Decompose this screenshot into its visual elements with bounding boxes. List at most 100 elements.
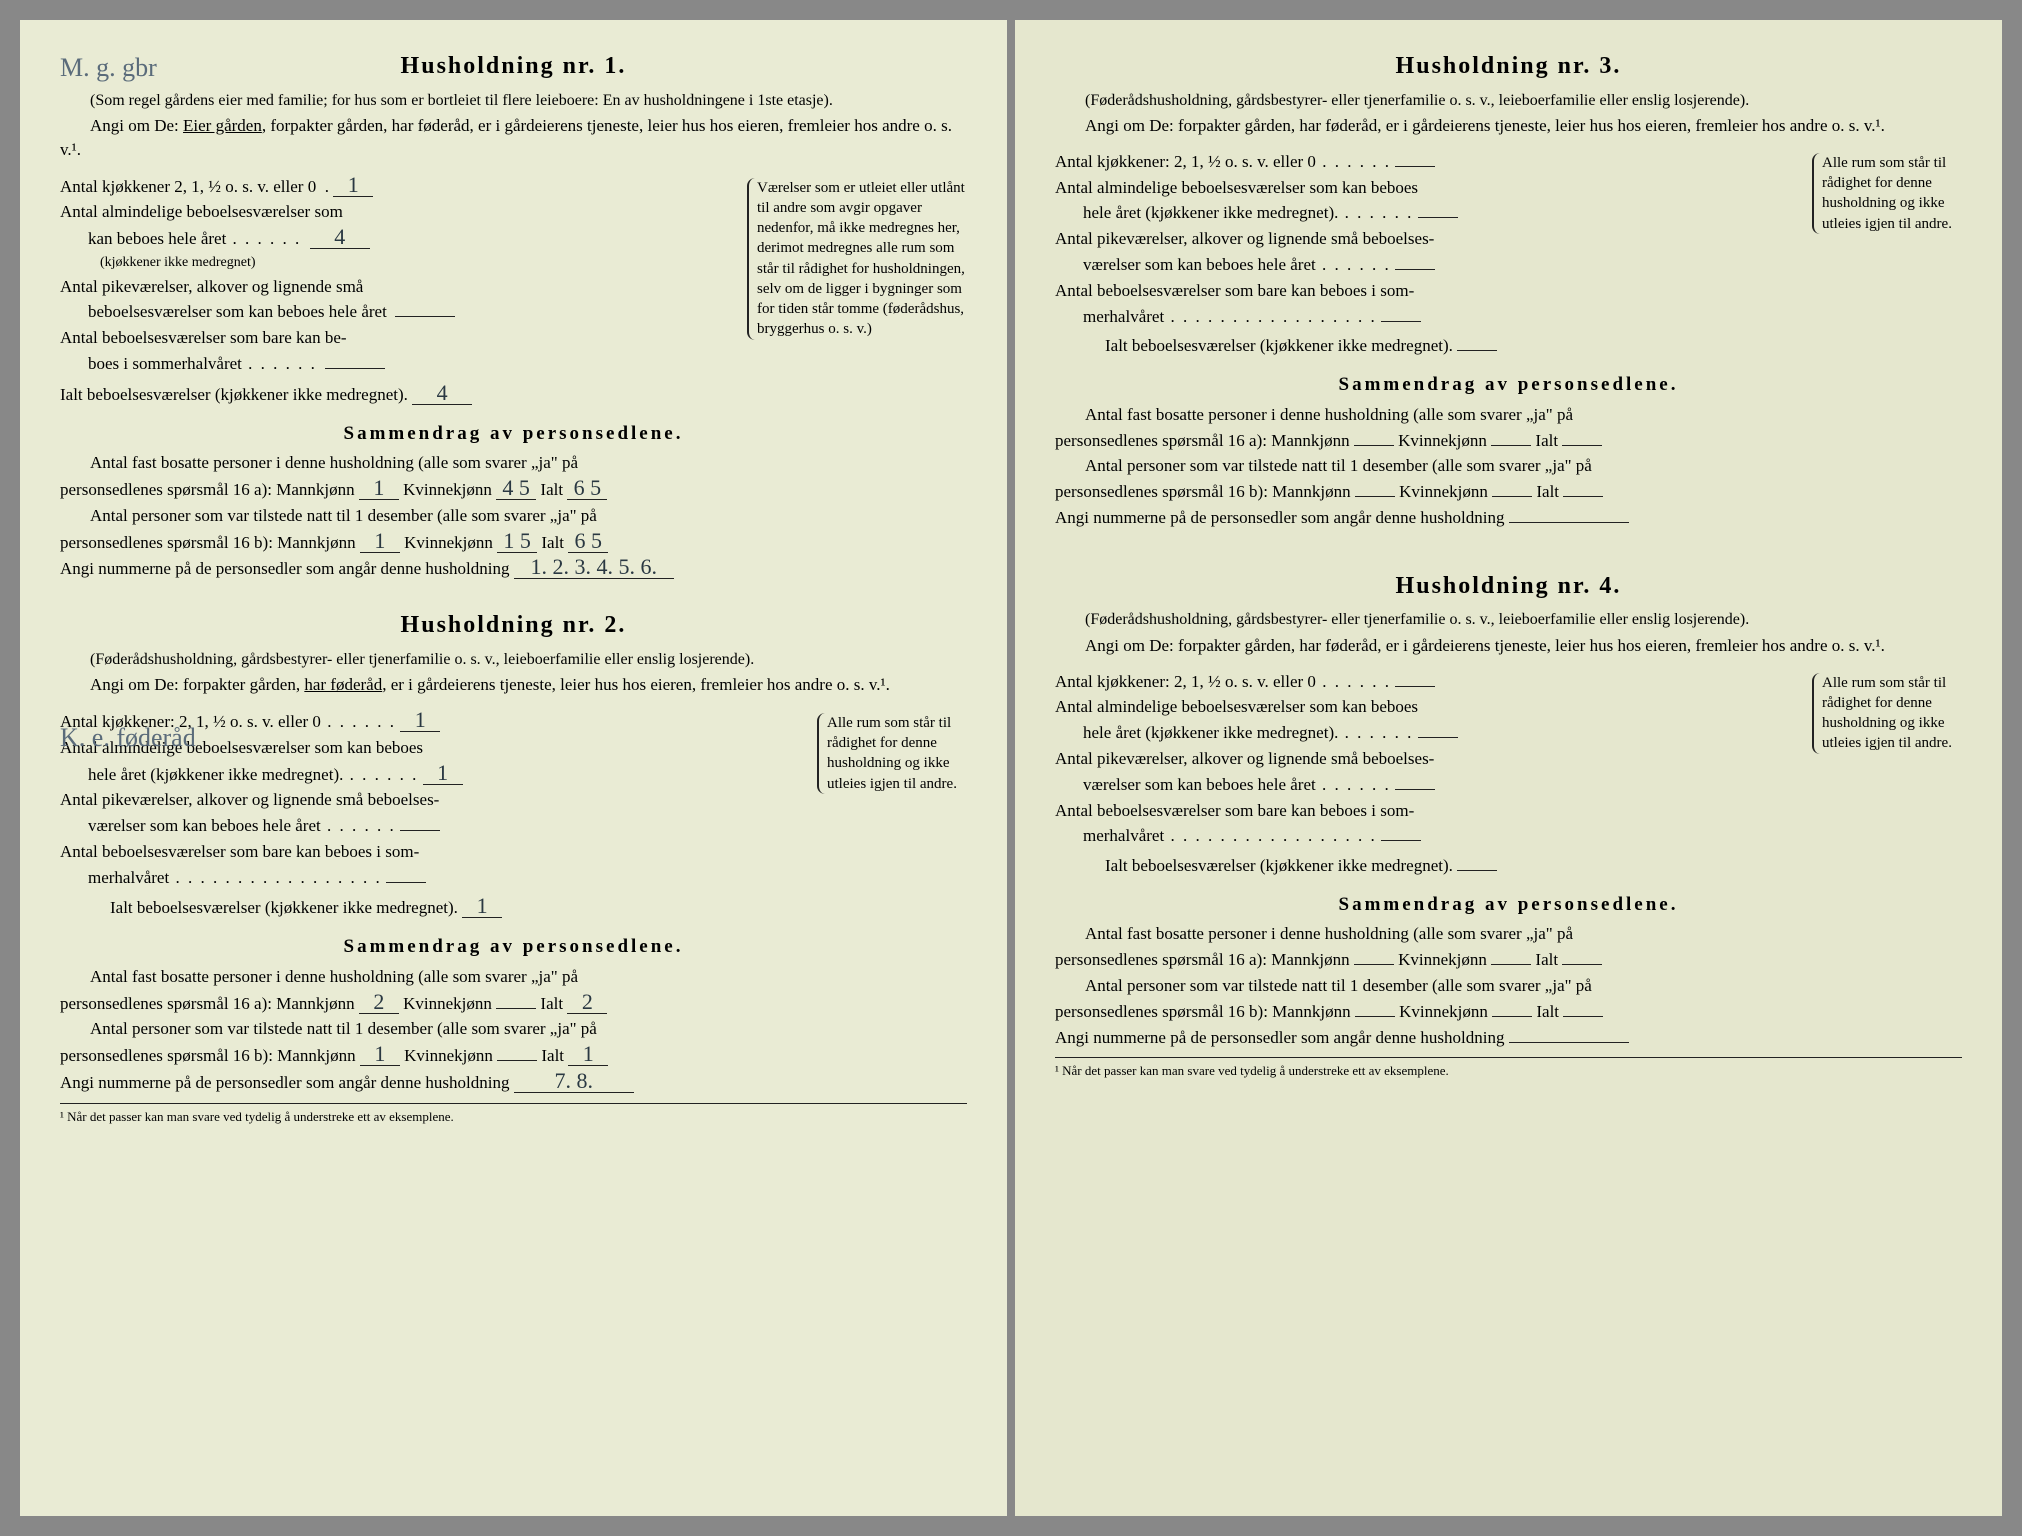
hh2-nummer: Angi nummerne på de personsedler som ang… bbox=[60, 1070, 967, 1095]
hh1-title: Husholdning nr. 1. bbox=[60, 50, 967, 84]
handwriting-2: K. e. føderåd bbox=[60, 720, 196, 756]
hh2-footnote: ¹ Når det passer kan man svare ved tydel… bbox=[60, 1103, 967, 1126]
hh2-fast-a: Antal fast bosatte personer i denne hush… bbox=[60, 965, 967, 989]
hh2-maid-b: værelser som kan beboes hele året bbox=[60, 814, 813, 838]
hh4-nummer-label: Angi nummerne på de personsedler som ang… bbox=[1055, 1028, 1504, 1047]
hh2-tilstede-a: Antal personer som var tilstede natt til… bbox=[60, 1017, 967, 1041]
hh3-ialt-label2: Ialt bbox=[1536, 482, 1559, 501]
hh2-fast-b: personsedlenes spørsmål 16 a): Mannkjønn… bbox=[60, 991, 967, 1016]
hh1-summer-b-label: boes i sommerhalvåret bbox=[88, 354, 242, 373]
hh1-summer-val bbox=[325, 368, 385, 369]
hh1-summer-b: boes i sommerhalvåret bbox=[60, 352, 743, 376]
hh4-nummer: Angi nummerne på de personsedler som ang… bbox=[1055, 1026, 1962, 1050]
hh4-sammen-head: Sammendrag av personsedlene. bbox=[1055, 892, 1962, 919]
hh4-fast-a: Antal fast bosatte personer i denne hush… bbox=[1055, 922, 1962, 946]
hh4-kv-val bbox=[1491, 964, 1531, 965]
hh4-kitchens-val bbox=[1395, 686, 1435, 687]
hh2-nummer-label: Angi nummerne på de personsedler som ang… bbox=[60, 1073, 509, 1092]
hh3-kv2-val bbox=[1492, 496, 1532, 497]
hh3-sammen-head: Sammendrag av personsedlene. bbox=[1055, 372, 1962, 399]
hh3-summer-a: Antal beboelsesværelser som bare kan beb… bbox=[1055, 279, 1808, 303]
hh4-total-label: Ialt beboelsesværelser (kjøkkener ikke m… bbox=[1105, 856, 1453, 875]
hh2-title: Husholdning nr. 2. bbox=[60, 609, 967, 643]
hh3-rooms-b-label: hele året (kjøkkener ikke medregnet). bbox=[1083, 203, 1338, 222]
hh1-fast-a: Antal fast bosatte personer i denne hush… bbox=[60, 451, 967, 475]
hh1-ialt-label: Ialt bbox=[540, 480, 563, 499]
hh4-kv2-val bbox=[1492, 1016, 1532, 1017]
hh1-kv-val: 4 5 bbox=[496, 477, 536, 500]
hh3-maid-val bbox=[1395, 269, 1435, 270]
hh2-total: Ialt beboelsesværelser (kjøkkener ikke m… bbox=[60, 895, 813, 920]
hh1-nummer-val: 1. 2. 3. 4. 5. 6. bbox=[514, 556, 674, 579]
hh2-ialt-val: 2 bbox=[567, 991, 607, 1014]
hh3-fast-a: Antal fast bosatte personer i denne hush… bbox=[1055, 403, 1962, 427]
hh2-side-note: Alle rum som står til rådighet for denne… bbox=[817, 713, 967, 794]
hh3-rooms-a: Antal almindelige beboelsesværelser som … bbox=[1055, 176, 1808, 200]
hh3-maid-b-label: værelser som kan beboes hele året bbox=[1083, 255, 1316, 274]
hh1-tilstede-a: Antal personer som var tilstede natt til… bbox=[60, 504, 967, 528]
hh3-m-val bbox=[1354, 445, 1394, 446]
hh1-kv-label2: Kvinnekjønn bbox=[404, 533, 493, 552]
hh3-kv-label: Kvinnekjønn bbox=[1398, 431, 1487, 450]
hh1-angi: Angi om De: Eier gården, forpakter gårde… bbox=[60, 114, 967, 162]
hh3-kv-val bbox=[1491, 445, 1531, 446]
hh3-nummer: Angi nummerne på de personsedler som ang… bbox=[1055, 506, 1962, 530]
hh4-title: Husholdning nr. 4. bbox=[1055, 570, 1962, 604]
hh3-total-label: Ialt beboelsesværelser (kjøkkener ikke m… bbox=[1105, 336, 1453, 355]
hh3-subtitle: (Føderådshusholdning, gårdsbestyrer- ell… bbox=[1055, 90, 1962, 112]
hh1-ialt-val: 6 5 bbox=[567, 477, 607, 500]
hh2-sammen-head: Sammendrag av personsedlene. bbox=[60, 934, 967, 961]
hh3-ialt-label: Ialt bbox=[1535, 431, 1558, 450]
hh2-kv-val bbox=[496, 1008, 536, 1009]
hh1-kv2-val: 1 5 bbox=[497, 530, 537, 553]
hh3-fast-b-label: personsedlenes spørsmål 16 a): Mannkjønn bbox=[1055, 431, 1350, 450]
hh1-kitchens: Antal kjøkkener 2, 1, ½ o. s. v. eller 0… bbox=[60, 174, 743, 199]
hh2-kitchens-val: 1 bbox=[400, 709, 440, 732]
hh1-nummer-label: Angi nummerne på de personsedler som ang… bbox=[60, 559, 509, 578]
hh2-angi-pre: Angi om De: forpakter gården, bbox=[90, 675, 304, 694]
hh3-kitchens: Antal kjøkkener: 2, 1, ½ o. s. v. eller … bbox=[1055, 150, 1808, 174]
hh1-subtitle: (Som regel gårdens eier med familie; for… bbox=[60, 90, 967, 112]
hh4-side-note: Alle rum som står til rådighet for denne… bbox=[1812, 673, 1962, 754]
hh4-kv-label2: Kvinnekjønn bbox=[1399, 1002, 1488, 1021]
section-hh2: Husholdning nr. 2. (Føderådshusholdning,… bbox=[60, 609, 967, 1126]
hh1-summer-a: Antal beboelsesværelser som bare kan be- bbox=[60, 326, 743, 350]
hh1-maid-b-label: beboelsesværelser som kan beboes hele år… bbox=[88, 302, 387, 321]
hh4-summer-b-label: merhalvåret bbox=[1083, 826, 1164, 845]
hh3-title: Husholdning nr. 3. bbox=[1055, 50, 1962, 84]
hh1-m-val: 1 bbox=[359, 477, 399, 500]
hh2-maid-a: Antal pikeværelser, alkover og lignende … bbox=[60, 788, 813, 812]
hh4-rooms-b-label: hele året (kjøkkener ikke medregnet). bbox=[1083, 723, 1338, 742]
hh4-summer-val bbox=[1381, 840, 1421, 841]
hh2-angi: Angi om De: forpakter gården, har føderå… bbox=[60, 673, 967, 697]
hh1-fast-b: personsedlenes spørsmål 16 a): Mannkjønn… bbox=[60, 477, 967, 502]
hh2-maid-b-label: værelser som kan beboes hele året bbox=[88, 816, 321, 835]
hh4-tilstede-b-label: personsedlenes spørsmål 16 b): Mannkjønn bbox=[1055, 1002, 1351, 1021]
hh4-total-val bbox=[1457, 870, 1497, 871]
hh1-rooms-c: (kjøkkener ikke medregnet) bbox=[60, 253, 743, 273]
hh1-angi-pre: Angi om De: bbox=[90, 116, 183, 135]
hh1-nummer: Angi nummerne på de personsedler som ang… bbox=[60, 556, 967, 581]
hh3-rooms-b: hele året (kjøkkener ikke medregnet). bbox=[1055, 201, 1808, 225]
hh2-kv-label: Kvinnekjønn bbox=[403, 994, 492, 1013]
hh4-rooms-a: Antal almindelige beboelsesværelser som … bbox=[1055, 695, 1808, 719]
hh4-fast-b-label: personsedlenes spørsmål 16 a): Mannkjønn bbox=[1055, 950, 1350, 969]
hh3-tilstede-b: personsedlenes spørsmål 16 b): Mannkjønn… bbox=[1055, 480, 1962, 504]
hh4-kitchens-label: Antal kjøkkener: 2, 1, ½ o. s. v. eller … bbox=[1055, 672, 1316, 691]
hh2-summer-val bbox=[386, 882, 426, 883]
hh2-ialt2-val: 1 bbox=[568, 1043, 608, 1066]
hh1-rooms-a: Antal almindelige beboelsesværelser som bbox=[60, 200, 743, 224]
hh3-kitchens-val bbox=[1395, 166, 1435, 167]
hh2-summer-a: Antal beboelsesværelser som bare kan beb… bbox=[60, 840, 813, 864]
hh4-summer-b: merhalvåret bbox=[1055, 824, 1808, 848]
hh3-rooms-val bbox=[1418, 217, 1458, 218]
hh1-total-label: Ialt beboelsesværelser (kjøkkener ikke m… bbox=[60, 385, 408, 404]
hh2-angi-rest: , er i gårdeierens tjeneste, leier hus h… bbox=[382, 675, 890, 694]
hh4-ialt-val bbox=[1562, 964, 1602, 965]
hh2-nummer-val: 7. 8. bbox=[514, 1070, 634, 1093]
hh1-rooms-val: 4 bbox=[310, 226, 370, 249]
hh2-rooms-b-label: hele året (kjøkkener ikke medregnet). bbox=[88, 765, 343, 784]
hh3-side-note: Alle rum som står til rådighet for denne… bbox=[1812, 153, 1962, 234]
hh3-fast-b: personsedlenes spørsmål 16 a): Mannkjønn… bbox=[1055, 429, 1962, 453]
hh2-tilstede-b-label: personsedlenes spørsmål 16 b): Mannkjønn bbox=[60, 1046, 356, 1065]
